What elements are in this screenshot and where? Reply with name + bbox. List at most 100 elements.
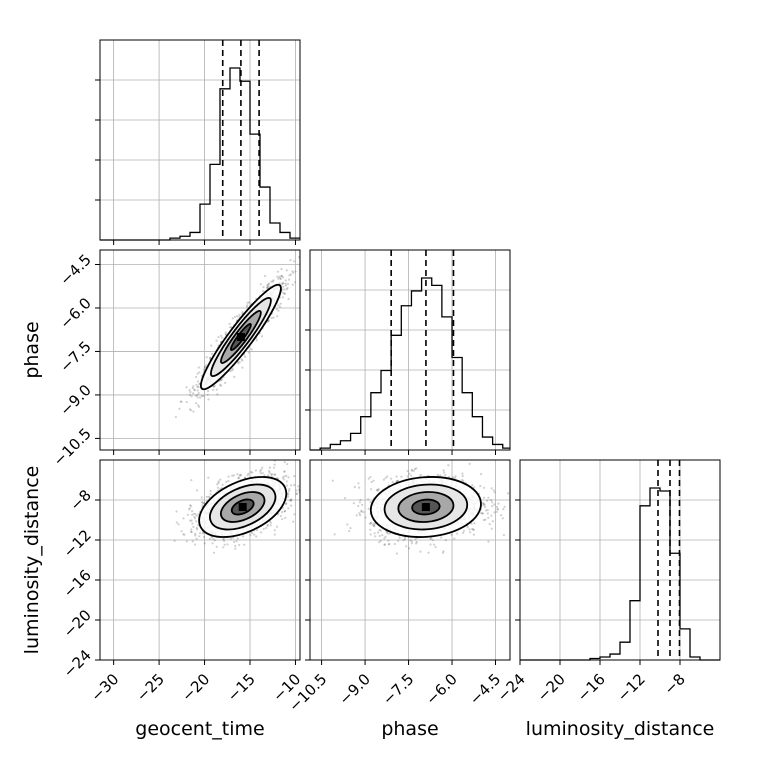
sample-point [261, 466, 264, 469]
sample-point [202, 535, 206, 539]
sample-point [395, 480, 399, 483]
sample-point [291, 283, 294, 286]
sample-point [287, 493, 290, 496]
sample-point [369, 475, 372, 479]
sample-point [175, 521, 178, 524]
sample-point [255, 535, 258, 538]
sample-point [359, 513, 362, 517]
sample-point [293, 513, 296, 516]
sample-point [236, 473, 239, 476]
sample-point [370, 488, 373, 491]
sample-point [192, 512, 195, 515]
sample-point [295, 489, 298, 492]
sample-point [270, 316, 273, 320]
sample-point [482, 504, 485, 507]
sample-point [284, 284, 287, 287]
sample-point [246, 304, 249, 307]
sample-point [190, 395, 193, 398]
sample-point [292, 520, 295, 523]
sample-point [200, 496, 203, 499]
sample-point [368, 522, 371, 525]
sample-point [247, 301, 251, 304]
sample-point [219, 478, 222, 481]
sample-point [216, 486, 220, 489]
x-axis-label-geocent-time: geocent_time [135, 718, 264, 740]
sample-point [281, 296, 285, 299]
sample-point [197, 392, 200, 395]
sample-point [293, 475, 296, 478]
sample-point [267, 320, 270, 323]
sample-point [472, 528, 475, 532]
sample-point [282, 291, 285, 294]
sample-point [444, 474, 447, 477]
density-peak [421, 503, 430, 511]
sample-point [286, 463, 289, 466]
sample-point [450, 533, 453, 537]
sample-point [293, 483, 296, 487]
sample-point [209, 493, 212, 496]
sample-point [275, 308, 278, 311]
sample-point [408, 472, 411, 475]
sample-point [290, 499, 293, 502]
sample-point [226, 543, 229, 546]
sample-point [233, 375, 236, 378]
sample-point [273, 473, 276, 476]
sample-point [434, 545, 437, 549]
sample-point [289, 273, 292, 276]
sample-point [241, 359, 244, 362]
sample-point [195, 489, 199, 492]
sample-point [232, 474, 235, 477]
sample-point [431, 539, 434, 542]
sample-point [440, 536, 443, 539]
sample-point [486, 512, 489, 515]
sample-point [279, 277, 282, 281]
sample-point [261, 472, 264, 475]
sample-point [430, 537, 433, 540]
sample-point [486, 508, 489, 512]
sample-point [276, 275, 279, 278]
sample-point [383, 537, 386, 540]
sample-point [419, 550, 422, 553]
sample-point [493, 503, 496, 506]
panel-frame [99, 249, 301, 451]
sample-point [397, 539, 400, 542]
sample-point [188, 507, 192, 510]
sample-point [378, 529, 381, 532]
sample-point [259, 283, 262, 286]
sample-point [473, 522, 476, 525]
sample-point [222, 538, 225, 541]
sample-point [259, 472, 262, 475]
sample-point [213, 385, 216, 388]
sample-point [352, 502, 355, 505]
sample-point [190, 479, 193, 482]
sample-point [480, 472, 483, 476]
sample-point [471, 527, 474, 531]
sample-point [386, 532, 389, 535]
sample-point [239, 473, 242, 476]
sample-point [358, 486, 361, 489]
sample-point [189, 519, 192, 522]
sample-point [224, 331, 227, 334]
sample-point [190, 531, 193, 534]
sample-point [272, 316, 275, 319]
sample-point [269, 524, 272, 527]
sample-point [231, 369, 234, 372]
sample-point [433, 543, 436, 546]
sample-point [173, 539, 176, 542]
sample-point [393, 542, 396, 546]
sample-point [193, 389, 196, 392]
sample-point [188, 393, 191, 396]
sample-point [461, 474, 464, 478]
sample-point [197, 405, 201, 408]
sample-point [377, 489, 380, 492]
sample-point [241, 311, 244, 314]
sample-point [231, 474, 234, 477]
sample-point [472, 528, 475, 531]
sample-point [215, 545, 218, 549]
sample-point [241, 535, 245, 538]
sample-point [353, 485, 356, 489]
sample-point [283, 510, 286, 513]
sample-point [287, 297, 290, 301]
sample-point [497, 502, 500, 505]
sample-point [429, 537, 432, 541]
